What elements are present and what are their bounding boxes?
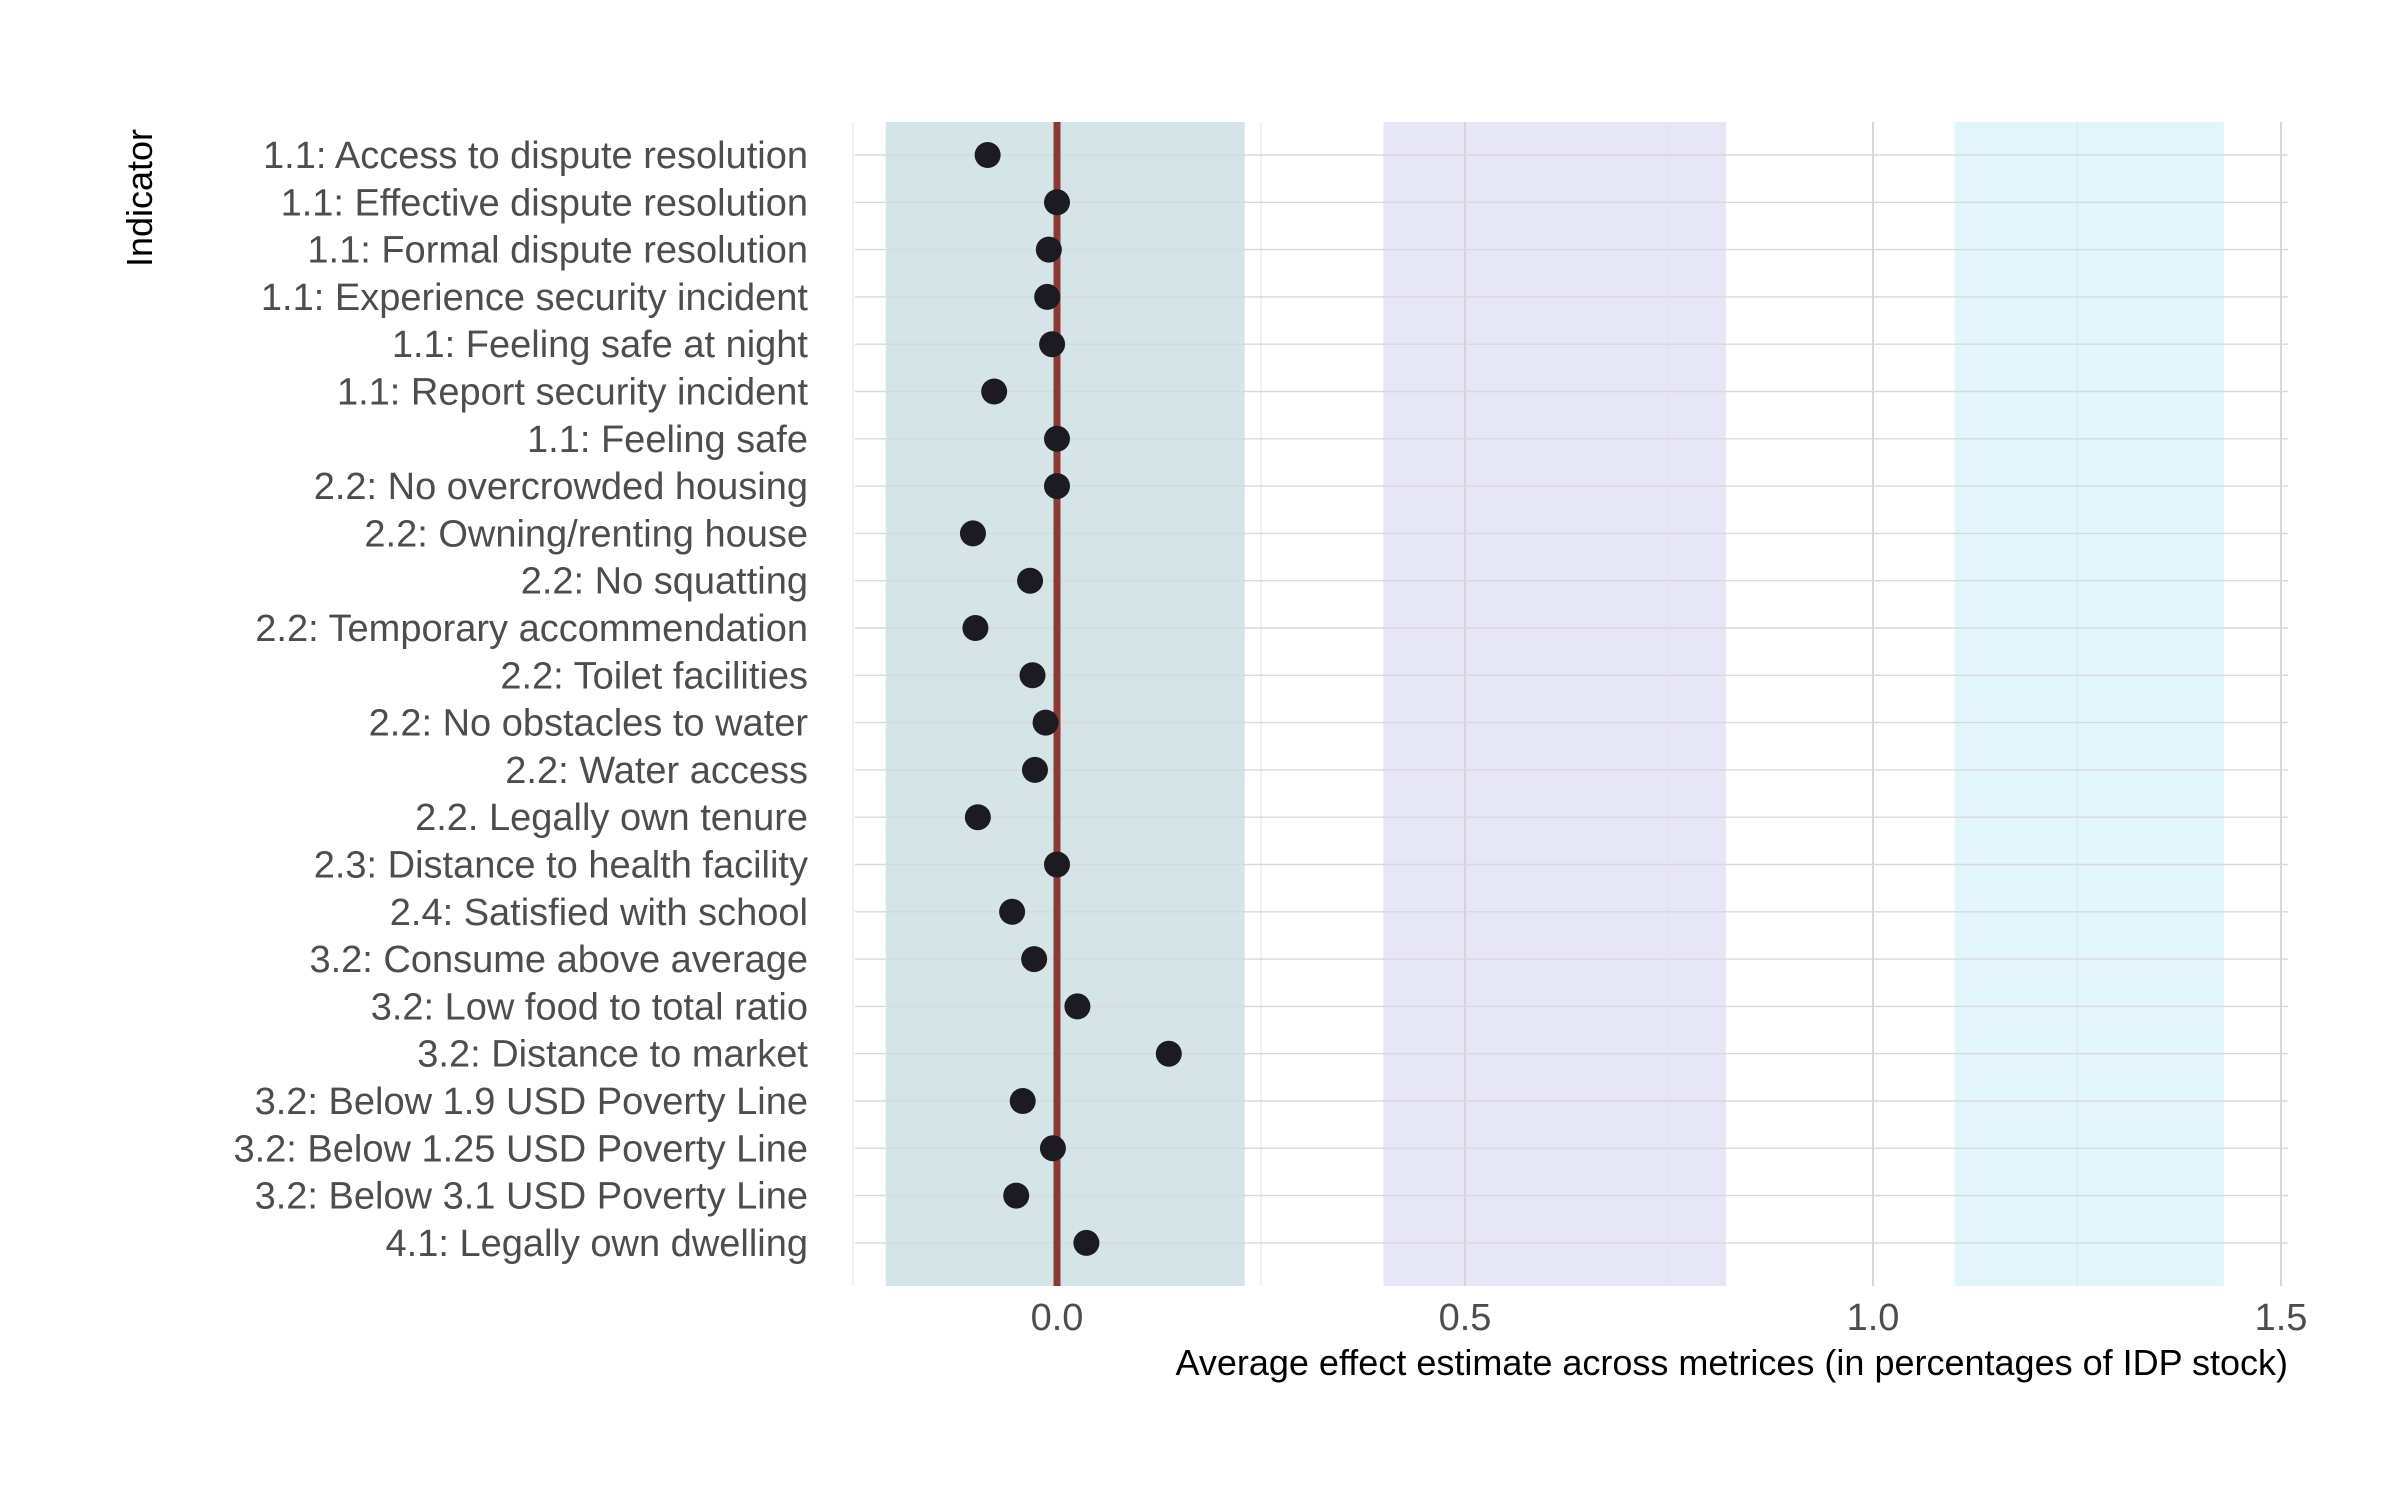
y-tick-label: 2.4: Satisfied with school: [390, 892, 808, 934]
y-tick-label: 3.2: Below 1.25 USD Poverty Line: [233, 1128, 808, 1170]
data-point: [1039, 1135, 1066, 1162]
y-tick-label: 1.1: Feeling safe: [527, 419, 808, 461]
highlight-band-3: [1954, 122, 2224, 1286]
y-tick-label: 3.2: Below 1.9 USD Poverty Line: [255, 1081, 808, 1123]
data-point: [1019, 662, 1046, 689]
y-tick-label: 2.2: No squatting: [521, 561, 808, 603]
y-tick-label: 2.2: No overcrowded housing: [314, 466, 808, 508]
data-point: [999, 898, 1026, 925]
data-point: [1009, 1088, 1036, 1114]
data-point: [1003, 1182, 1030, 1209]
x-tick-label: 1.5: [2255, 1297, 2308, 1339]
data-point: [1035, 236, 1062, 263]
y-tick-label: 4.1: Legally own dwelling: [386, 1223, 809, 1265]
y-tick-label: 1.1: Access to dispute resolution: [263, 135, 808, 177]
y-tick-label: 1.1: Effective dispute resolution: [281, 182, 808, 224]
data-point: [1032, 709, 1059, 736]
data-point: [1021, 946, 1048, 973]
data-point: [1021, 756, 1048, 783]
y-tick-label: 2.3: Distance to health facility: [314, 845, 808, 887]
x-axis-title: Average effect estimate across metrices …: [1175, 1342, 2288, 1383]
y-tick-label: 3.2: Distance to market: [417, 1034, 808, 1076]
grid-lines: [852, 122, 2288, 1286]
data-point: [1155, 1040, 1182, 1067]
data-point: [1064, 993, 1091, 1020]
data-point: [1044, 473, 1070, 500]
y-tick-label: 2.2: No obstacles to water: [369, 703, 809, 745]
y-tick-label: 1.1: Report security incident: [337, 372, 808, 414]
data-point: [964, 804, 991, 831]
data-point: [1044, 425, 1070, 452]
data-point: [1034, 283, 1061, 310]
highlight-band-1: [885, 122, 1245, 1286]
data-point: [974, 142, 1001, 168]
x-tick-label: 1.0: [1847, 1297, 1900, 1339]
y-tick-labels: 1.1: Access to dispute resolution 1.1: Ef…: [233, 135, 808, 1265]
data-point: [962, 615, 989, 641]
y-tick-label: 2.2: Water access: [505, 750, 808, 792]
y-tick-label: 2.2: Toilet facilities: [500, 655, 808, 697]
data-point: [1044, 189, 1070, 216]
y-tick-label: 2.2: Owning/renting house: [364, 513, 808, 555]
x-tick-label: 0.5: [1439, 1297, 1492, 1339]
data-point: [1044, 851, 1070, 878]
x-tick-labels: 0.0 0.5 1.0 1.5: [1031, 1297, 2308, 1339]
data-point: [1039, 331, 1066, 358]
y-tick-label: 1.1: Formal dispute resolution: [307, 230, 808, 272]
data-point: [1017, 567, 1044, 594]
y-tick-label: 3.2: Low food to total ratio: [371, 986, 808, 1028]
data-point: [959, 520, 986, 547]
y-tick-label: 2.2. Legally own tenure: [415, 797, 808, 839]
y-axis-title: Indicator: [119, 129, 160, 267]
data-point: [981, 378, 1008, 405]
y-tick-label: 3.2: Consume above average: [309, 939, 808, 981]
data-points: [959, 142, 1182, 1256]
y-tick-label: 1.1: Experience security incident: [261, 277, 809, 319]
y-tick-label: 2.2: Temporary accommendation: [255, 608, 808, 650]
data-point: [1073, 1229, 1100, 1256]
x-tick-label: 0.0: [1031, 1297, 1084, 1339]
y-tick-label: 1.1: Feeling safe at night: [392, 324, 809, 366]
y-tick-label: 3.2: Below 3.1 USD Poverty Line: [255, 1176, 808, 1218]
